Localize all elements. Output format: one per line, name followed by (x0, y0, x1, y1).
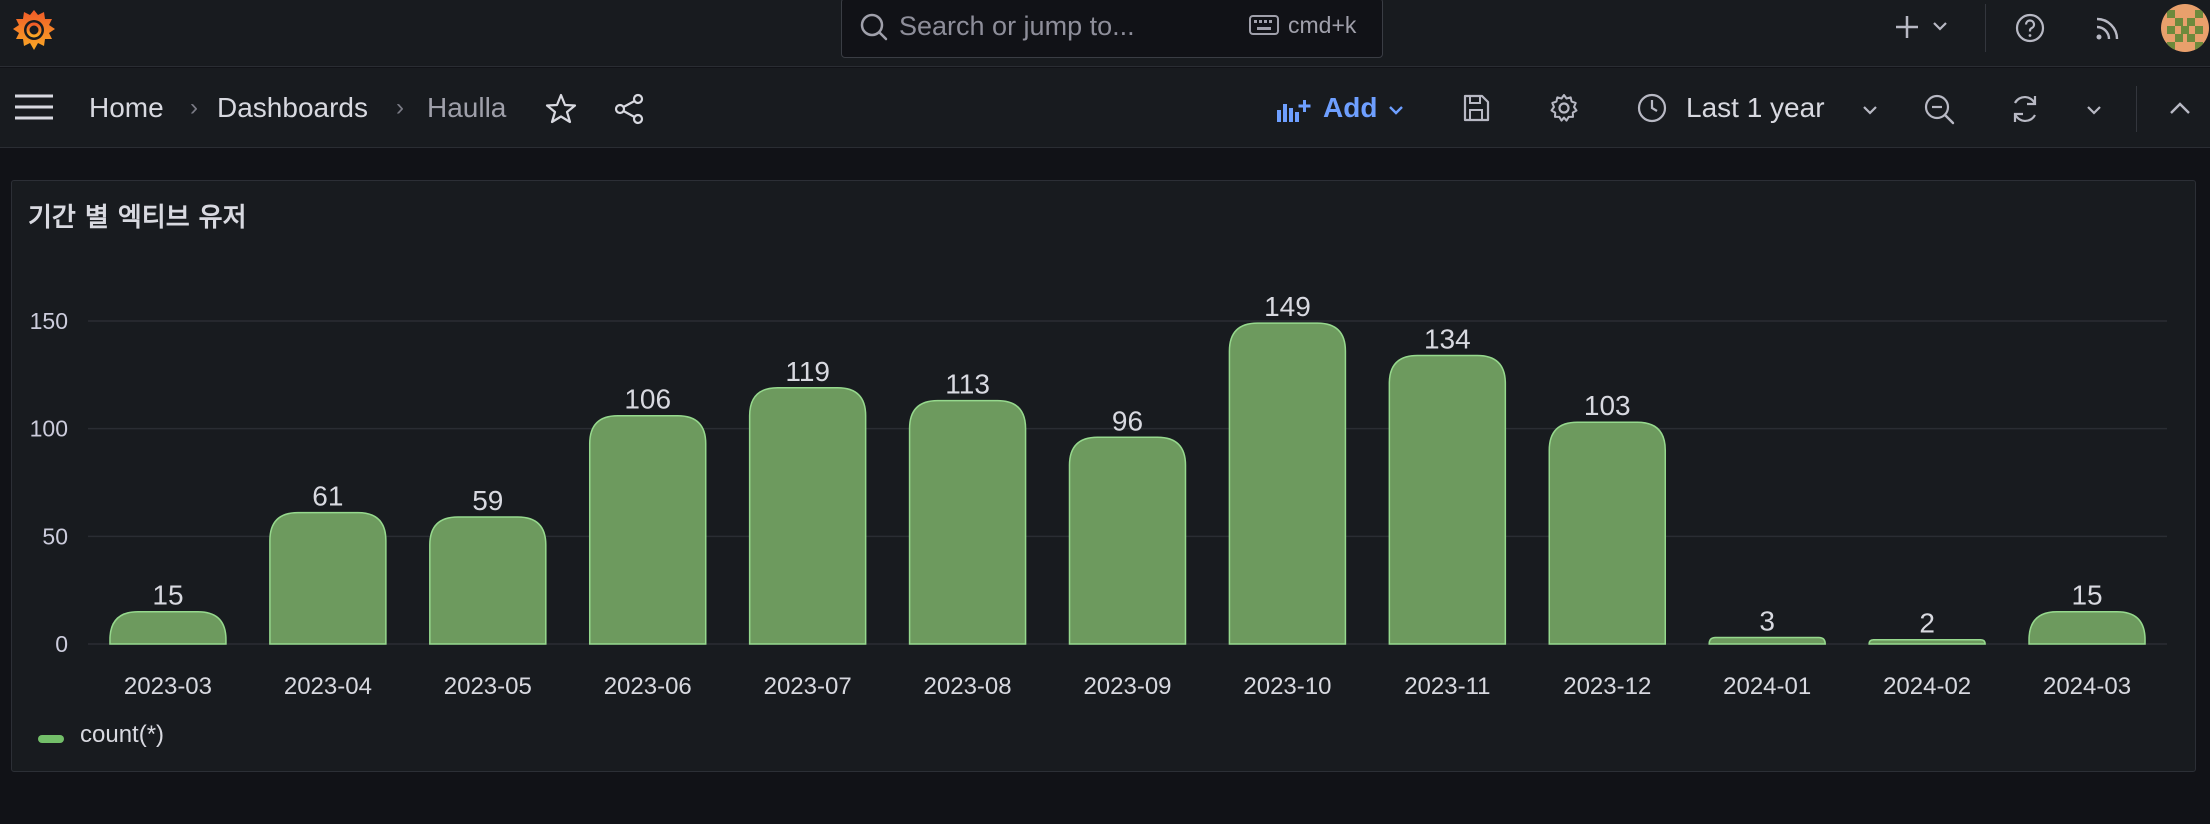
add-chevron-down-icon[interactable] (1388, 104, 1404, 116)
bar (748, 387, 867, 645)
keyboard-icon (1249, 15, 1279, 35)
zoom-out-icon[interactable] (1922, 92, 1956, 126)
legend-swatch (38, 735, 64, 743)
data-label: 2 (1919, 608, 1935, 639)
data-label: 134 (1424, 323, 1471, 354)
legend-item[interactable]: count(*) (80, 721, 165, 748)
plus-icon[interactable] (1893, 13, 1921, 41)
refresh-interval-chevron-icon[interactable] (2086, 104, 2102, 116)
x-tick-label: 2023-08 (924, 673, 1012, 700)
data-label: 119 (785, 356, 830, 387)
share-icon[interactable] (612, 92, 646, 126)
x-tick-label: 2023-12 (1563, 673, 1651, 700)
save-icon[interactable] (1460, 92, 1492, 124)
chart-panel[interactable]: 기간 별 엑티브 유저 0 50 100 150 15 2023-03 61 2023-04 5… (11, 180, 2196, 772)
x-tick-label: 2023-09 (1083, 673, 1171, 700)
data-label: 61 (312, 481, 343, 512)
y-tick-label: 150 (30, 308, 68, 334)
x-tick-label: 2024-02 (1883, 673, 1971, 700)
bar (588, 414, 707, 645)
data-label: 113 (945, 369, 990, 400)
gear-icon[interactable] (1548, 92, 1580, 124)
star-icon[interactable] (544, 92, 578, 126)
x-tick-label: 2023-05 (444, 673, 532, 700)
bar (109, 610, 227, 645)
collapse-icon[interactable] (2168, 100, 2192, 116)
y-tick-label: 50 (42, 523, 68, 549)
avatar[interactable] (2161, 4, 2209, 52)
bar (1068, 436, 1187, 645)
data-label: 103 (1584, 390, 1631, 421)
help-icon[interactable] (2014, 12, 2046, 44)
data-label: 15 (152, 580, 183, 611)
x-tick-label: 2023-10 (1243, 673, 1331, 700)
breadcrumb-separator: › (396, 94, 404, 121)
add-panel-icon[interactable] (1276, 98, 1312, 124)
data-label: 149 (1264, 291, 1311, 322)
bar-chart: 0 50 100 150 15 2023-03 61 2023-04 59 2023-05 106 2… (30, 291, 2167, 700)
x-tick-label: 2023-06 (604, 673, 692, 700)
breadcrumb-dashboards[interactable]: Dashboards (217, 92, 368, 123)
bar (1548, 421, 1667, 645)
search-shortcut: cmd+k (1288, 12, 1357, 38)
bar (269, 511, 387, 645)
x-tick-label: 2023-03 (124, 673, 212, 700)
grafana-logo-icon[interactable] (10, 6, 58, 54)
bar (2028, 610, 2146, 645)
data-label: 15 (2071, 580, 2102, 611)
x-tick-label: 2023-04 (284, 673, 372, 700)
bar (429, 516, 547, 645)
bar (1388, 354, 1507, 645)
time-range-chevron-icon[interactable] (1862, 104, 1878, 116)
bar (1868, 638, 1986, 645)
bar (1708, 636, 1826, 645)
top-bar: Search or jump to... cmd+k (0, 0, 2210, 67)
breadcrumb-home[interactable]: Home (89, 92, 164, 123)
y-tick-label: 100 (30, 416, 68, 442)
bar (1228, 322, 1347, 645)
search-icon (860, 13, 888, 41)
toolbar-divider (1985, 4, 1986, 52)
dashboard-nav-bar: Home › Dashboards › Haulla Add Last 1 ye… (0, 68, 2210, 148)
x-tick-label: 2024-01 (1723, 673, 1811, 700)
bar (908, 399, 1027, 645)
search-bar[interactable]: Search or jump to... cmd+k (841, 0, 1383, 58)
search-placeholder: Search or jump to... (899, 11, 1135, 41)
data-label: 3 (1759, 606, 1775, 637)
toolbar-divider (2136, 86, 2137, 132)
x-tick-label: 2024-03 (2043, 673, 2131, 700)
panel-title[interactable]: 기간 별 엑티브 유저 (28, 203, 247, 233)
x-tick-label: 2023-11 (1404, 673, 1490, 700)
time-range-picker[interactable]: Last 1 year (1686, 92, 1825, 123)
clock-icon[interactable] (1636, 92, 1668, 124)
data-label: 96 (1112, 405, 1143, 436)
rss-icon[interactable] (2093, 13, 2123, 43)
breadcrumb-current: Haulla (427, 92, 507, 123)
y-tick-label: 0 (55, 631, 68, 657)
breadcrumb-separator: › (190, 94, 198, 121)
add-button[interactable]: Add (1323, 92, 1378, 123)
x-tick-label: 2023-07 (764, 673, 852, 700)
chevron-down-icon[interactable] (1932, 20, 1948, 32)
data-label: 59 (472, 485, 503, 516)
data-label: 106 (624, 384, 671, 415)
menu-icon[interactable] (13, 92, 55, 122)
refresh-icon[interactable] (2008, 92, 2042, 126)
